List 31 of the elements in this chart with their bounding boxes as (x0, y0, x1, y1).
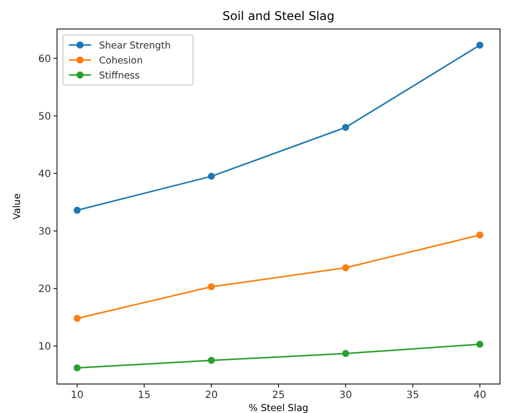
point (74, 206, 81, 214)
point (476, 231, 484, 238)
legend-label: Stiffness (99, 70, 140, 82)
point (342, 350, 350, 358)
legend-label: Shear Strength (99, 40, 171, 52)
point (208, 356, 215, 364)
x-tick-label: 10 (70, 390, 84, 401)
y-tick-label: 10 (38, 342, 51, 353)
x-axis-title: % Steel Slag (248, 403, 308, 413)
x-tick-label: 30 (339, 390, 352, 401)
x-tick-label: 25 (272, 390, 285, 401)
y-tick-label: 60 (38, 54, 51, 65)
point (74, 314, 81, 322)
x-tick-label: 35 (406, 390, 420, 401)
y-tick-label: 30 (38, 226, 51, 238)
point (476, 42, 484, 49)
point (342, 264, 350, 272)
y-tick-label: 50 (38, 111, 51, 122)
chart-title: Soil and Steel Slag (222, 9, 334, 23)
legend-label: Cohesion (99, 56, 143, 66)
x-tick-label: 20 (205, 390, 218, 401)
point (476, 340, 484, 348)
point (342, 124, 350, 131)
point (74, 364, 81, 372)
point (208, 283, 215, 290)
y-tick-label: 40 (38, 168, 51, 180)
point (208, 172, 215, 180)
y-tick-label: 20 (38, 284, 51, 295)
x-tick-label: 40 (473, 390, 486, 401)
x-tick-label: 15 (138, 390, 151, 401)
y-axis-title: Value (12, 193, 23, 220)
